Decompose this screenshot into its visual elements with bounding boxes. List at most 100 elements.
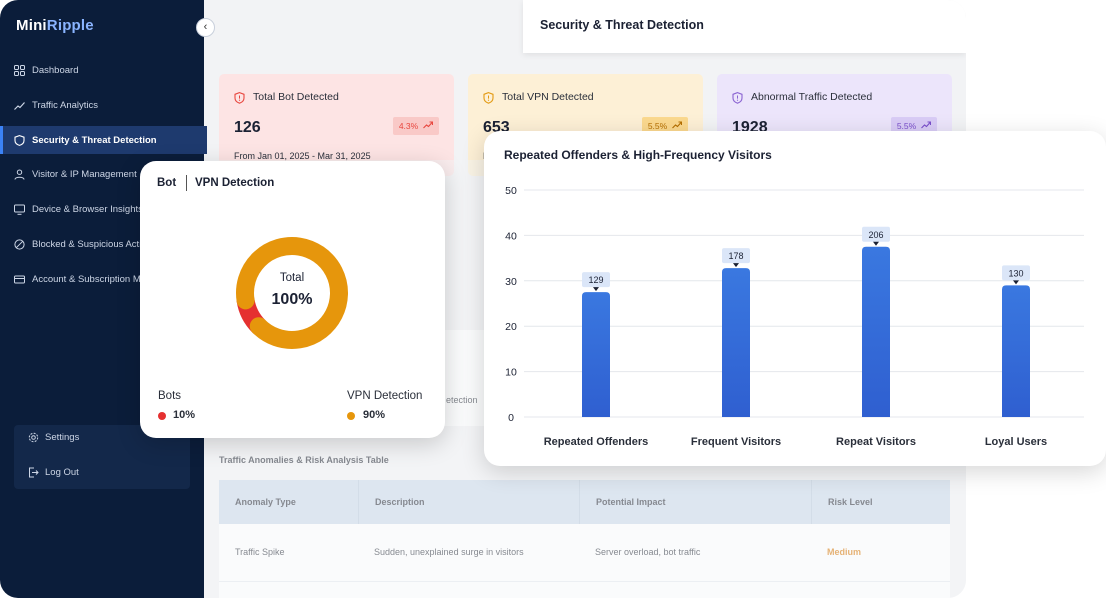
logout-link[interactable]: Log Out (14, 461, 190, 483)
page-title: Security & Threat Detection (540, 18, 704, 32)
data-label-pointer (873, 241, 879, 246)
y-tick-label: 0 (508, 412, 514, 424)
sidebar-item-label: Traffic Analytics (32, 99, 98, 111)
y-tick-label: 50 (505, 185, 517, 197)
donut-center-value: 100% (271, 291, 313, 308)
x-tick-label: Repeat Visitors (836, 436, 916, 448)
sidebar-item-label: Security & Threat Detection (32, 134, 157, 146)
sidebar-item-dashboard[interactable]: Dashboard (0, 56, 204, 84)
change-value: 4.3% (398, 121, 419, 131)
collapse-sidebar-button[interactable]: ‹ (196, 18, 215, 37)
tab-bot[interactable]: Bot (157, 177, 177, 189)
y-tick-label: 40 (505, 230, 517, 242)
sidebar-item-device-browser[interactable]: Device & Browser Insights (0, 195, 204, 223)
app-logo[interactable]: MiniRipple (16, 17, 94, 34)
logout-label: Log Out (45, 466, 79, 478)
users-icon (14, 169, 25, 180)
legend-vpn-label: VPN Detection (347, 390, 423, 402)
data-label: 178 (728, 251, 743, 261)
trend-up-icon (921, 121, 932, 131)
chart-title: Repeated Offenders & High-Frequency Visi… (504, 148, 772, 162)
shield-icon (14, 134, 25, 146)
sidebar-item-label: Blocked & Suspicious Activity (32, 238, 156, 250)
bar-frequent-visitors[interactable] (722, 268, 750, 417)
table-header-row: Anomaly Type Description Potential Impac… (219, 480, 950, 524)
cell-anomaly-type: Traffic Spike (235, 547, 285, 557)
sidebar-item-label: Device & Browser Insights (32, 203, 143, 215)
stat-card-title: Total VPN Detected (502, 91, 594, 103)
change-value: 5.5% (647, 121, 668, 131)
change-badge: 4.3% (393, 117, 439, 135)
sidebar-item-account[interactable]: Account & Subscription Management (0, 265, 204, 293)
data-label-bubble (582, 272, 610, 288)
logo-text-b: Ripple (46, 17, 94, 34)
column-header-description[interactable]: Description (358, 480, 579, 524)
legend-bots-value: 10% (173, 409, 196, 421)
column-header-impact[interactable]: Potential Impact (579, 480, 811, 524)
data-label-pointer (733, 263, 739, 268)
risk-badge: Medium (827, 547, 862, 557)
stat-card-date-range: From Jan 01, 2025 - Mar 31, 2025 (234, 151, 371, 161)
grid-icon (14, 64, 25, 76)
bar-repeat-visitors[interactable] (862, 246, 890, 417)
anomaly-table: Anomaly Type Description Potential Impac… (219, 480, 950, 598)
table-title: Traffic Anomalies & Risk Analysis Table (219, 455, 389, 465)
bar-chart: 50 40 30 20 10 0 129 Repeated Offenders 178 Frequ… (505, 185, 1084, 448)
bar-loyal-users[interactable] (1002, 285, 1030, 417)
sidebar-item-label: Account & Subscription Management (32, 273, 189, 285)
legend-bots-dot (158, 412, 166, 420)
x-tick-label: Frequent Visitors (691, 436, 781, 448)
shield-alert-icon (234, 91, 245, 104)
gear-icon (28, 432, 39, 443)
logout-icon (28, 467, 39, 478)
repeated-offenders-chart-panel: Repeated Offenders & High-Frequency Visi… (484, 131, 1106, 466)
bar-repeated-offenders[interactable] (582, 292, 610, 417)
change-badge: 5.5% (642, 117, 688, 135)
legend-vpn-dot (347, 412, 355, 420)
column-header-anomaly-type[interactable]: Anomaly Type (235, 497, 296, 507)
trend-up-icon (423, 121, 434, 131)
y-tick-label: 30 (505, 276, 517, 288)
y-tick-label: 20 (505, 321, 517, 333)
shield-alert-icon (732, 91, 743, 104)
y-tick-label: 10 (505, 367, 517, 379)
page-header: Security & Threat Detection (523, 0, 966, 53)
sidebar-item-blocked[interactable]: Blocked & Suspicious Activity (0, 230, 204, 258)
data-label-bubble (1002, 265, 1030, 281)
sidebar-item-visitor-ip[interactable]: Visitor & IP Management (0, 160, 204, 188)
data-label-bubble (862, 226, 890, 242)
sidebar-item-label: Visitor & IP Management (32, 168, 137, 180)
data-label: 129 (588, 275, 603, 285)
data-label-pointer (593, 287, 599, 292)
stat-card-bots[interactable]: Total Bot Detected 126 4.3% From Jan 01,… (219, 74, 454, 176)
legend-vpn-value: 90% (363, 409, 386, 421)
sidebar-item-security[interactable]: Security & Threat Detection (0, 126, 207, 154)
card-icon (14, 274, 25, 285)
donut-chart (236, 237, 348, 349)
stat-card-title: Total Bot Detected (253, 91, 339, 103)
settings-label: Settings (45, 431, 80, 443)
cell-description: Sudden, unexplained surge in visitors (374, 547, 524, 557)
row-divider (219, 581, 950, 582)
tab-vpn-detection[interactable]: VPN Detection (195, 177, 275, 189)
bot-vpn-panel: Bot VPN Detection Total 100% Bots 10% VP… (140, 161, 445, 438)
chevron-left-icon: ‹ (203, 21, 208, 33)
monitor-icon (14, 204, 25, 215)
tab-divider (186, 175, 187, 191)
data-label-bubble (722, 248, 750, 264)
stat-card-title: Abnormal Traffic Detected (751, 91, 873, 103)
background-panel-text: etection (446, 395, 478, 405)
data-label-pointer (1013, 280, 1019, 285)
stat-card-value: 126 (234, 119, 261, 136)
change-value: 5.5% (896, 121, 917, 131)
x-tick-label: Loyal Users (985, 436, 1047, 448)
data-label: 130 (1008, 268, 1023, 278)
trend-up-icon (672, 121, 683, 131)
data-label: 206 (868, 230, 883, 240)
settings-link[interactable]: Settings (14, 426, 190, 448)
sidebar-item-traffic-analytics[interactable]: Traffic Analytics (0, 91, 204, 119)
donut-slice-vpn-detection[interactable] (236, 237, 348, 349)
column-header-risk[interactable]: Risk Level (811, 480, 950, 524)
logo-text-a: Mini (16, 17, 47, 34)
donut-center-label: Total (279, 272, 305, 284)
